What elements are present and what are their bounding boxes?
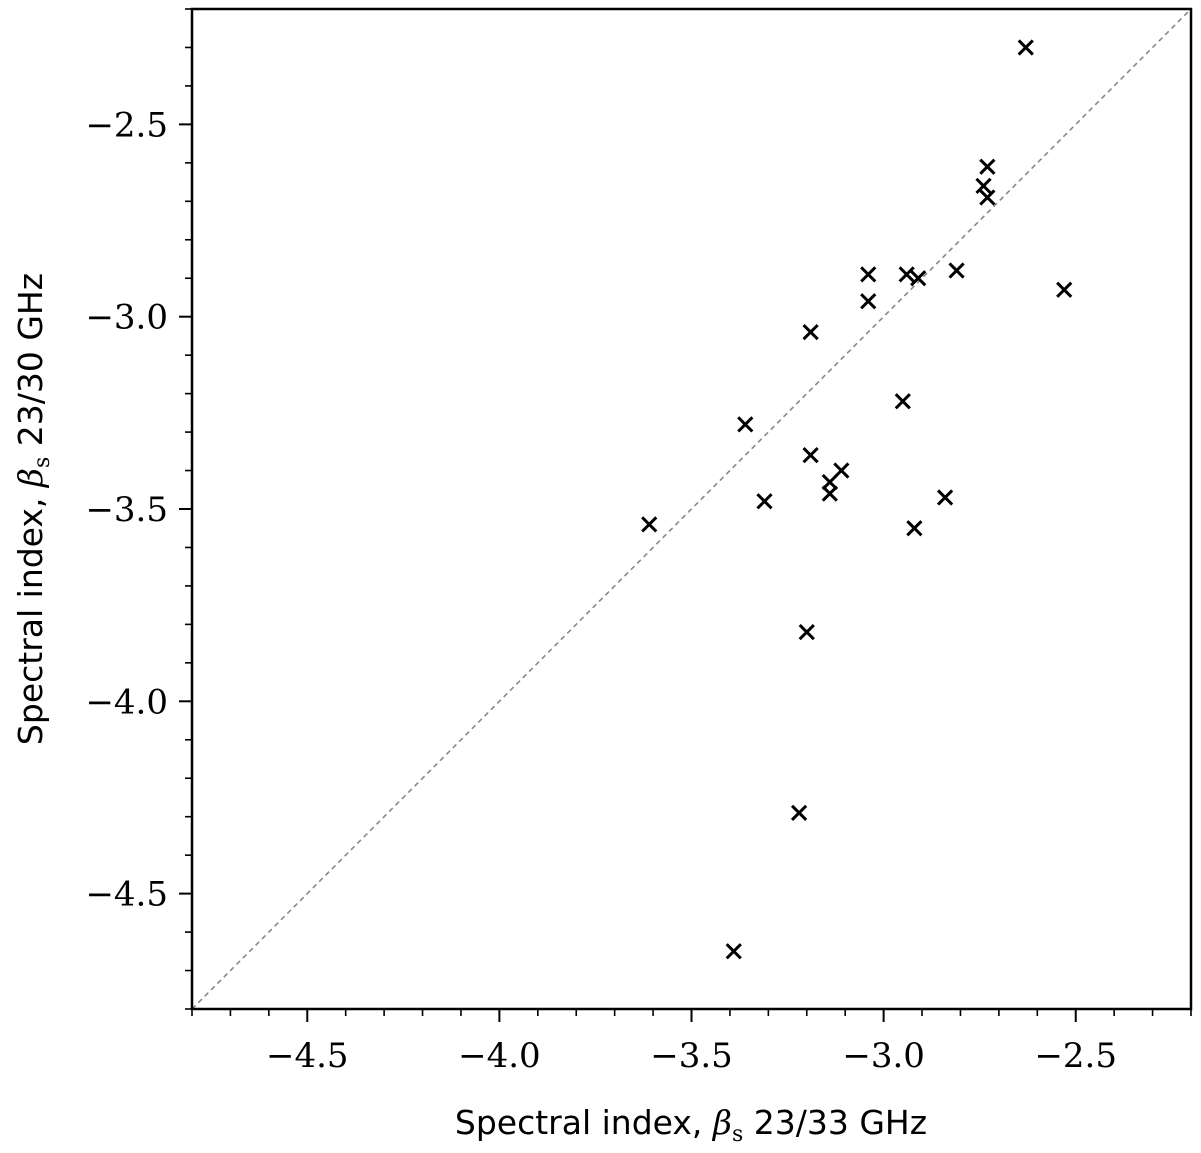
data-point: [1056, 281, 1073, 298]
data-points-layer: [641, 39, 1073, 960]
x-axis-label: Spectral index, βs 23/33 GHz: [455, 1103, 927, 1147]
data-point: [860, 293, 877, 310]
data-point: [860, 266, 877, 283]
x-tick-label: −3.5: [650, 1036, 733, 1076]
y-axis-label: Spectral index, βs 23/30 GHz: [11, 273, 55, 745]
plot-frame: [190, 7, 1193, 1011]
data-point: [975, 177, 992, 195]
data-point: [948, 262, 965, 279]
data-point: [833, 462, 850, 479]
x-tick-label: −4.0: [458, 1036, 541, 1076]
data-point: [802, 447, 819, 464]
data-point: [821, 473, 838, 491]
data-point: [898, 266, 915, 283]
reference-line-layer: [191, 8, 1192, 1010]
data-point: [910, 270, 927, 287]
data-point: [979, 189, 996, 206]
data-point: [894, 393, 911, 410]
data-point: [756, 493, 773, 510]
y-tick-label: −3.5: [85, 490, 168, 530]
data-point: [802, 323, 819, 341]
data-point: [641, 516, 658, 533]
data-point: [936, 489, 954, 506]
data-point: [737, 416, 754, 433]
data-point: [725, 943, 742, 960]
x-tick-label: −4.5: [266, 1036, 349, 1076]
data-point: [1017, 39, 1034, 56]
y-tick-label: −2.5: [85, 105, 168, 145]
y-tick-label: −3.0: [85, 298, 168, 338]
y-tick-label: −4.5: [85, 875, 168, 915]
x-tick-label: −3.0: [842, 1036, 925, 1076]
data-point: [798, 623, 815, 641]
data-point: [821, 485, 838, 502]
reference-line-y-equals-x: [191, 8, 1192, 1010]
data-point: [979, 158, 996, 175]
y-tick-label: −4.0: [85, 682, 168, 722]
data-point: [906, 520, 923, 537]
data-point: [790, 804, 808, 821]
ticks-layer: −4.5 −4.0 −3.5 −3.0 −2.5 −2.5 −3.0 −3.5 −4.0 −4.5: [85, 8, 1192, 1076]
x-tick-label: −2.5: [1034, 1036, 1117, 1076]
